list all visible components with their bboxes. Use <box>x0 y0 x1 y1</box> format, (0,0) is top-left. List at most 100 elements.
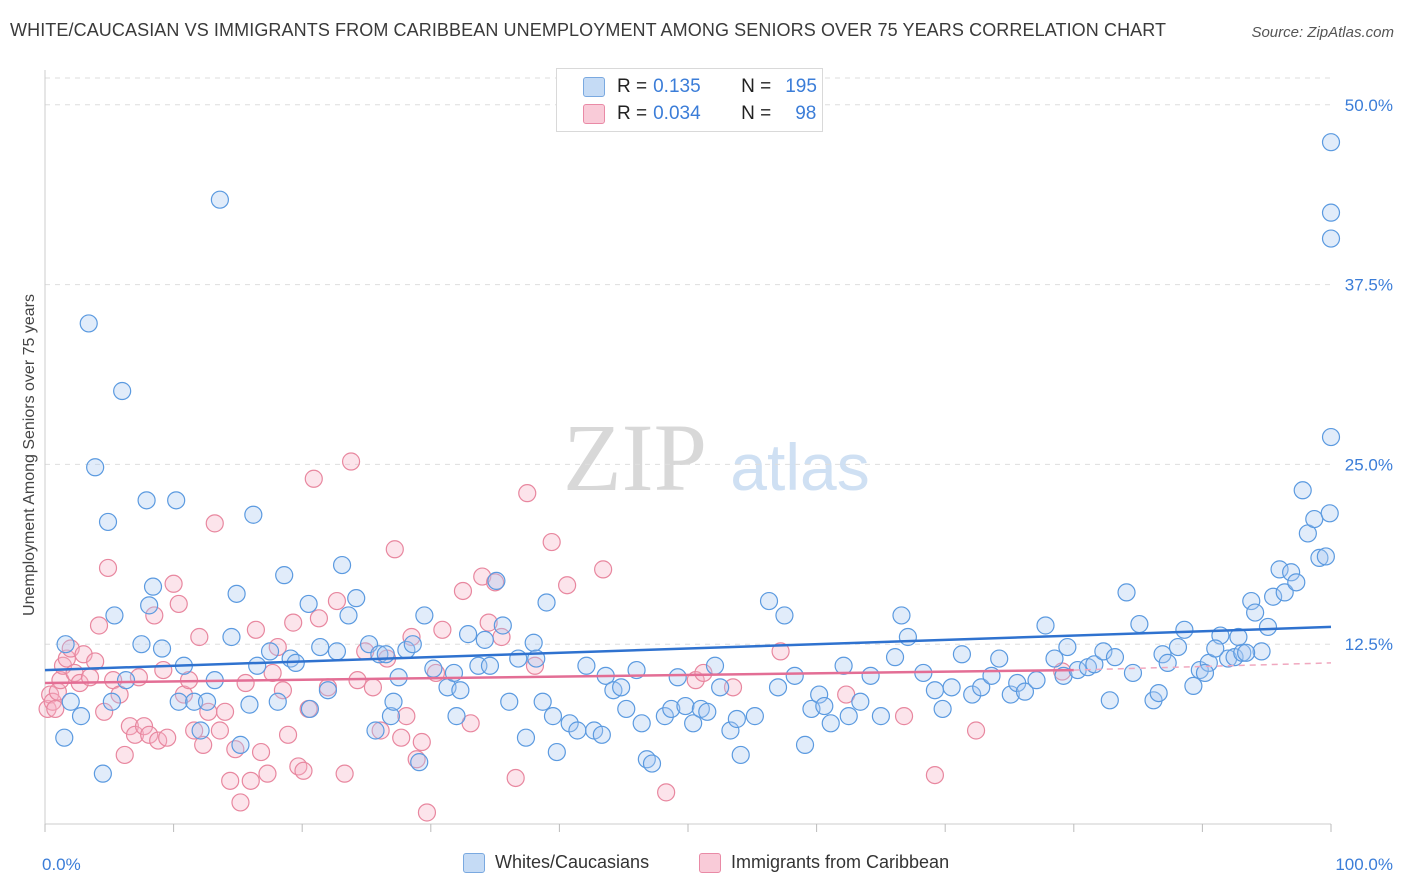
white-point <box>327 642 347 661</box>
white-point <box>244 505 263 524</box>
caribbean-point <box>392 728 411 747</box>
white-point <box>676 696 695 716</box>
caribbean-point <box>140 725 159 744</box>
white-point <box>834 656 853 675</box>
caribbean-point <box>417 803 437 822</box>
white-points <box>55 133 1341 783</box>
legend-item-whites[interactable]: Whites/Caucasians <box>463 852 649 873</box>
white-point <box>1242 591 1261 611</box>
caribbean-point <box>51 671 70 690</box>
caribbean-point <box>98 558 118 578</box>
white-point <box>642 754 662 773</box>
white-point <box>185 692 204 711</box>
caribbean-point <box>925 765 945 785</box>
r-value: 0.034 <box>653 103 701 124</box>
caribbean-point <box>251 742 271 762</box>
source-label: Source: ZipAtlas.com <box>1251 24 1394 41</box>
white-point <box>260 642 280 661</box>
caribbean-point <box>246 620 266 639</box>
caribbean-point <box>304 469 323 488</box>
white-point <box>116 671 136 690</box>
white-point <box>990 649 1009 668</box>
correlation-legend: R = 0.135 N = 195 R = 0.034 N = 98 <box>556 68 823 132</box>
caribbean-point <box>194 735 213 754</box>
caribbean-point <box>241 771 260 790</box>
caribbean-point <box>433 620 452 639</box>
white-point <box>384 692 403 711</box>
white-point <box>1287 573 1306 592</box>
white-point <box>1184 676 1203 696</box>
white-point <box>1310 548 1329 567</box>
white-point <box>1237 643 1256 662</box>
caribbean-point <box>479 613 498 632</box>
white-point <box>447 707 466 726</box>
white-point <box>1320 504 1339 523</box>
caribbean-point <box>335 764 354 783</box>
legend-label-caribbean: Immigrants from Caribbean <box>731 852 950 872</box>
white-point <box>543 707 563 726</box>
white-point <box>1293 481 1312 500</box>
white-point <box>795 735 815 754</box>
watermark-atlas: atlas <box>730 430 869 504</box>
white-point <box>140 596 159 615</box>
white-point <box>268 692 287 711</box>
legend-item-caribbean[interactable]: Immigrants from Caribbean <box>699 852 949 873</box>
white-point <box>1036 616 1055 635</box>
zipatlas-watermark: ZIP atlas <box>563 404 870 511</box>
white-point <box>56 635 75 654</box>
caribbean-point <box>115 745 134 765</box>
white-point <box>1058 637 1077 657</box>
white-point <box>1045 649 1064 668</box>
whites-trend-line <box>44 625 1332 672</box>
white-point <box>839 707 858 726</box>
white-point <box>1229 627 1248 647</box>
white-point <box>524 633 543 652</box>
caribbean-point <box>46 699 65 719</box>
white-point <box>560 714 579 733</box>
white-point <box>1149 683 1168 703</box>
caribbean-point <box>341 452 361 471</box>
white-point <box>1123 663 1143 683</box>
caribbean-point <box>518 484 537 503</box>
white-point <box>537 593 556 612</box>
white-point <box>1085 655 1104 674</box>
white-point <box>1321 203 1341 222</box>
white-point <box>698 702 717 721</box>
white-point <box>169 692 188 711</box>
white-point <box>1246 603 1265 622</box>
white-point <box>332 555 352 575</box>
white-point <box>143 577 163 596</box>
white-point <box>222 627 241 647</box>
legend-row-caribbean: R = 0.034 N = 98 <box>583 101 816 127</box>
white-point <box>547 742 566 762</box>
white-point <box>1094 642 1113 661</box>
caribbean-point <box>210 721 229 740</box>
watermark-zip: ZIP <box>563 404 707 511</box>
white-point <box>132 635 151 654</box>
white-point <box>152 639 172 658</box>
white-point <box>240 695 259 714</box>
white-point <box>731 745 750 765</box>
white-point <box>93 764 112 783</box>
legend-swatch-caribbean <box>699 852 721 873</box>
legend-swatch-whites <box>583 77 605 97</box>
white-point <box>227 584 246 603</box>
white-point <box>768 678 788 697</box>
y-tick-label: 37.5% <box>1345 276 1393 295</box>
white-point <box>1117 583 1136 602</box>
n-value: 195 <box>785 76 817 97</box>
caribbean-point <box>461 714 480 733</box>
caribbean-point <box>185 721 204 740</box>
white-point <box>376 645 395 664</box>
caribbean-point <box>236 673 255 693</box>
caribbean-point <box>95 702 114 721</box>
caribbean-point <box>327 591 347 611</box>
x-tick-label-max: 100.0% <box>1335 855 1393 874</box>
white-point <box>632 714 651 733</box>
caribbean-trend-extension <box>1073 662 1332 671</box>
white-point <box>815 696 834 716</box>
caribbean-point <box>221 771 240 790</box>
white-point <box>1168 637 1188 657</box>
white-point <box>318 681 338 700</box>
white-point <box>1316 547 1335 566</box>
